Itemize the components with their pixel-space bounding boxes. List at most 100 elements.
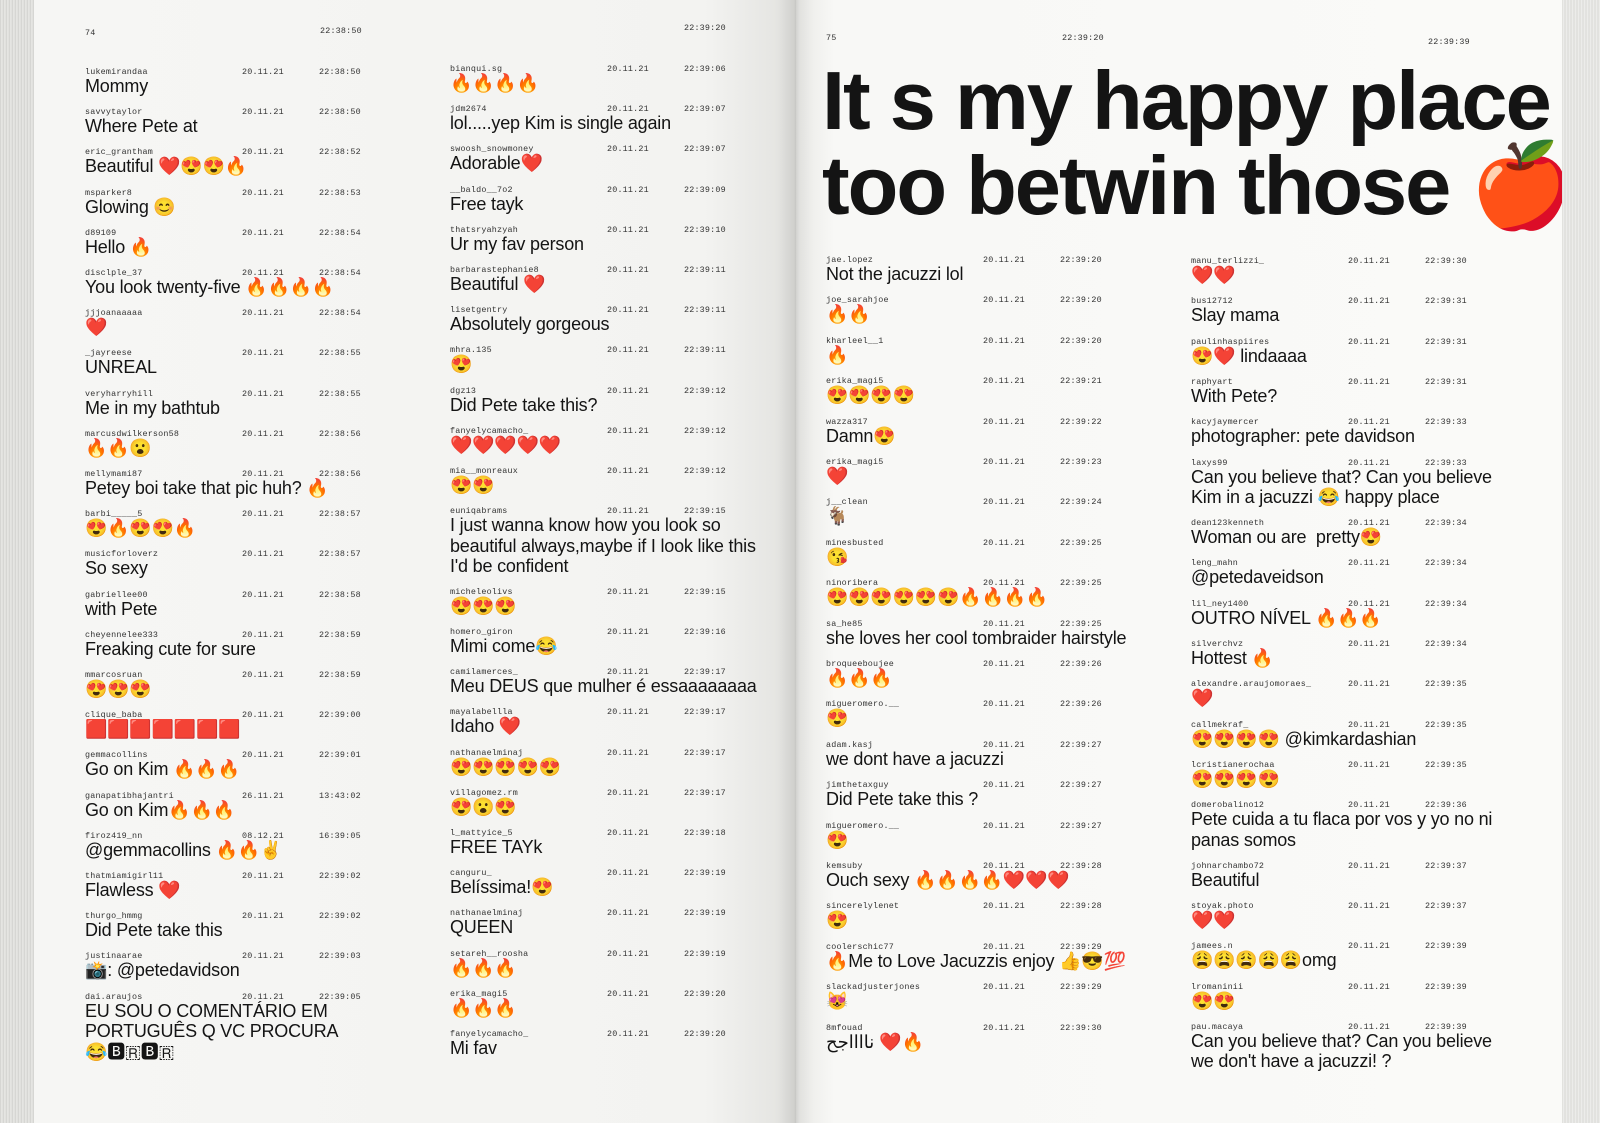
comment-entry: thatsryahzyah 20.11.21 22:39:10 Ur my fav p… [450, 225, 750, 265]
comment-date: 20.11.21 [242, 147, 284, 158]
comment-entry: paulinhaspiires 20.11.21 22:39:31 😍❤️ linda… [1191, 337, 1491, 377]
comment-date: 20.11.21 [1348, 256, 1390, 266]
comment-date: 20.11.21 [1348, 1021, 1390, 1032]
page-number: 75 [826, 33, 837, 43]
comment-text: Belíssima!😍 [450, 877, 554, 898]
comment-entry: pau.macaya 20.11.21 22:39:39 Can you believ… [1191, 1021, 1492, 1072]
headline: It s my happy place too betwin those 🍎 [822, 58, 1562, 228]
comment-date: 20.11.21 [242, 911, 284, 922]
comment-entry: savvytaylor 20.11.21 22:38:50 Where Pete at [85, 107, 385, 147]
comment-time: 22:39:29 [1060, 941, 1102, 952]
comment-date: 20.11.21 [1348, 518, 1390, 528]
comment-username: disclple_37 [85, 268, 143, 278]
comment-username: bianqui.sg [450, 64, 503, 74]
comment-username: silverchvz [1191, 638, 1244, 649]
comment-date: 20.11.21 [607, 184, 649, 195]
comment-date: 20.11.21 [607, 667, 649, 678]
comment-date: 20.11.21 [1348, 900, 1390, 911]
comment-time: 22:39:35 [1425, 679, 1467, 690]
comment-entry: silverchvz 20.11.21 22:39:34 Hottest 🔥 [1191, 639, 1491, 679]
comment-username: jimthetaxguy [826, 780, 889, 791]
comment-username: mayalabellla [450, 707, 513, 718]
comment-entry: j__clean 20.11.21 22:39:24 🐐 [826, 497, 1126, 537]
comment-username: joe_sarahjoe [826, 295, 889, 306]
comment-text: 🔥 [826, 344, 849, 365]
comment-text: 😍❤️ lindaaaa [1191, 345, 1307, 366]
comment-entry: sincerelylenet 20.11.21 22:39:28 😍 [826, 901, 1126, 941]
comment-text: ❤️ [1191, 688, 1214, 709]
comment-entry: setareh__roosha 20.11.21 22:39:19 🔥🔥🔥 [450, 949, 750, 989]
comment-date: 20.11.21 [983, 295, 1025, 306]
comment-time: 22:39:20 [684, 988, 726, 999]
comment-date: 20.11.21 [1348, 679, 1390, 690]
comment-entry: jimthetaxguy 20.11.21 22:39:27 Did Pete tak… [826, 780, 1126, 820]
comment-time: 22:39:15 [684, 506, 726, 517]
comment-text: 😍😮😍 [450, 796, 517, 817]
comment-time: 22:38:56 [319, 469, 361, 479]
comment-entry: gabriellee00 20.11.21 22:38:58 with Pete [85, 590, 385, 630]
comment-time: 22:39:35 [1425, 719, 1467, 730]
comment-username: migueromero.__ [826, 699, 900, 710]
comment-username: jjjoanaaaaa [85, 308, 143, 319]
comment-text: Ur my fav person [450, 233, 584, 254]
comment-time: 22:39:39 [1425, 941, 1467, 952]
comment-text: 😍😍 [450, 475, 495, 495]
comment-time: 22:39:31 [1425, 296, 1467, 307]
comment-text: Damn😍 [826, 425, 896, 446]
comment-text: Petey boi take that pic huh? 🔥 [85, 478, 329, 498]
comment-entry: mmarcosruan 20.11.21 22:38:59 😍😍😍 [85, 670, 385, 710]
comment-text: ❤️❤️❤️❤️❤️ [450, 434, 562, 455]
comment-text: Where Pete at [85, 116, 198, 137]
comment-username: gabriellee00 [85, 589, 148, 600]
comment-time: 22:38:54 [319, 308, 361, 319]
comment-text: 😍😍😍😍 [1191, 768, 1280, 789]
comment-username: raphyart [1191, 376, 1233, 387]
comment-text: 😘 [826, 546, 849, 567]
comment-text: 😍 [826, 708, 849, 729]
comment-date: 20.11.21 [983, 861, 1025, 871]
comment-text: I just wanna know how you look so beauti… [450, 515, 756, 577]
page-top-time: 22:39:39 [1428, 37, 1470, 47]
comment-date: 20.11.21 [607, 466, 649, 476]
comment-entry: musicforloverz 20.11.21 22:38:57 So sexy [85, 549, 385, 589]
comment-text: we dont have a jacuzzi [826, 748, 1004, 769]
comment-entry: jamees.n 20.11.21 22:39:39 😩😩😩😩😩omg [1191, 941, 1491, 981]
comment-time: 22:39:31 [1425, 336, 1467, 347]
comment-username: coolerschic77 [826, 941, 894, 952]
comment-entry: fanyelycamacho_ 20.11.21 22:39:12 ❤️❤️❤️❤️❤… [450, 426, 750, 466]
comment-text: Beautiful ❤️ [450, 274, 546, 294]
comment-text: 🔥🔥 [826, 304, 871, 325]
comment-date: 20.11.21 [983, 982, 1025, 993]
comment-username: justinaarae [85, 951, 143, 962]
comment-text: Can you believe that? Can you believe we… [1191, 1030, 1492, 1072]
comment-date: 20.11.21 [607, 747, 649, 758]
comment-entry: dgz13 20.11.21 22:39:12 Did Pete take this? [450, 386, 750, 426]
comment-entry: kemsuby 20.11.21 22:39:28 Ouch sexy 🔥🔥🔥🔥❤️❤… [826, 861, 1126, 901]
comment-entry: mellymami87 20.11.21 22:38:56 Petey boi tak… [85, 469, 385, 509]
comment-date: 20.11.21 [242, 227, 284, 238]
comment-entry: canguru_ 20.11.21 22:39:19 Belíssima!😍 [450, 868, 750, 908]
comment-text: EU SOU O COMENTÁRIO EM PORTUGUÊS Q VC PR… [85, 1000, 339, 1062]
comment-date: 20.11.21 [983, 901, 1025, 912]
comment-username: minesbusted [826, 537, 884, 548]
comment-text: Hello 🔥 [85, 236, 153, 257]
comment-username: alexandre.araujomoraes_ [1191, 679, 1312, 690]
comment-entry: migueromero.__ 20.11.21 22:39:26 😍 [826, 699, 1126, 739]
comment-time: 22:38:52 [319, 147, 361, 158]
comment-text: Flawless ❤️ [85, 880, 181, 900]
comment-date: 20.11.21 [242, 549, 284, 560]
comment-username: thurgo_hmmg [85, 911, 143, 922]
comment-date: 20.11.21 [983, 739, 1025, 750]
comment-text: Beautiful ❤️😍😍🔥 [85, 156, 247, 177]
comment-date: 20.11.21 [242, 268, 284, 278]
comment-time: 22:39:26 [1060, 699, 1102, 710]
comment-text: Not the jacuzzi lol [826, 264, 964, 284]
comment-username: nathanaelminaj [450, 908, 524, 919]
comment-time: 22:39:23 [1060, 457, 1102, 467]
comment-date: 20.11.21 [983, 578, 1025, 589]
comment-username: l_mattyice_5 [450, 828, 513, 838]
comment-entry: _jayreese 20.11.21 22:38:55 UNREAL [85, 348, 385, 388]
comment-time: 22:39:06 [684, 64, 726, 74]
comment-text: ❤️ [826, 466, 849, 486]
comment-text: Pete cuida a tu flaca por vos y yo no ni… [1191, 809, 1493, 850]
